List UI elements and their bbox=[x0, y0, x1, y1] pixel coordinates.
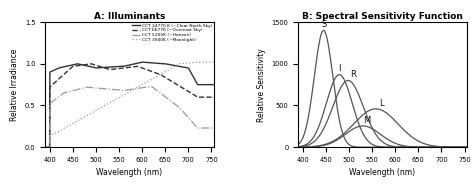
CCT 3940K (~Moonlight) bbox=[171, 66, 176, 68]
X-axis label: Wavelength (nm): Wavelength (nm) bbox=[349, 169, 416, 178]
CCT 24770 K (~Clear North Sky) bbox=[37, 146, 43, 148]
CCT 5205K (~Horizon) bbox=[148, 85, 154, 87]
Title: B: Spectral Sensitivity Function: B: Spectral Sensitivity Function bbox=[302, 12, 463, 21]
Text: S: S bbox=[322, 20, 327, 29]
CCT 5205K (~Horizon) bbox=[171, 102, 177, 104]
Text: R: R bbox=[350, 70, 356, 79]
Text: I: I bbox=[338, 64, 340, 73]
CCT 3940K (~Moonlight) bbox=[213, 61, 219, 63]
CCT 6677K (~Overcast Sky) bbox=[150, 71, 155, 73]
CCT 3940K (~Moonlight) bbox=[144, 81, 150, 83]
Y-axis label: Relative Sensitivity: Relative Sensitivity bbox=[257, 48, 266, 121]
Text: L: L bbox=[379, 99, 383, 108]
CCT 5205K (~Horizon) bbox=[139, 86, 145, 89]
Line: CCT 24770 K (~Clear North Sky): CCT 24770 K (~Clear North Sky) bbox=[40, 62, 216, 147]
CCT 24770 K (~Clear North Sky) bbox=[139, 61, 145, 63]
CCT 24770 K (~Clear North Sky) bbox=[171, 64, 177, 66]
CCT 5205K (~Horizon) bbox=[48, 102, 54, 104]
CCT 24770 K (~Clear North Sky) bbox=[145, 61, 150, 64]
Line: CCT 6677K (~Overcast Sky): CCT 6677K (~Overcast Sky) bbox=[40, 64, 216, 147]
CCT 24770 K (~Clear North Sky) bbox=[48, 70, 54, 72]
CCT 6677K (~Overcast Sky) bbox=[145, 69, 150, 71]
CCT 5205K (~Horizon) bbox=[144, 86, 150, 88]
CCT 3940K (~Moonlight) bbox=[189, 61, 194, 64]
CCT 6677K (~Overcast Sky) bbox=[48, 85, 54, 87]
CCT 5205K (~Horizon) bbox=[189, 121, 195, 123]
X-axis label: Wavelength (nm): Wavelength (nm) bbox=[96, 169, 163, 178]
CCT 6677K (~Overcast Sky) bbox=[171, 82, 177, 84]
Y-axis label: Relative Irradiance: Relative Irradiance bbox=[10, 48, 19, 121]
CCT 6677K (~Overcast Sky) bbox=[37, 146, 43, 148]
Text: M: M bbox=[363, 116, 370, 125]
Line: CCT 3940K (~Moonlight): CCT 3940K (~Moonlight) bbox=[40, 62, 216, 147]
CCT 3940K (~Moonlight) bbox=[149, 78, 155, 80]
CCT 24770 K (~Clear North Sky) bbox=[213, 84, 219, 86]
CCT 5205K (~Horizon) bbox=[150, 86, 155, 88]
CCT 24770 K (~Clear North Sky) bbox=[140, 61, 146, 63]
CCT 3940K (~Moonlight) bbox=[48, 134, 54, 136]
Line: CCT 5205K (~Horizon): CCT 5205K (~Horizon) bbox=[40, 86, 216, 147]
CCT 3940K (~Moonlight) bbox=[37, 146, 43, 148]
Title: A: Illuminants: A: Illuminants bbox=[94, 12, 165, 21]
CCT 3940K (~Moonlight) bbox=[195, 61, 201, 63]
CCT 6677K (~Overcast Sky) bbox=[189, 92, 195, 95]
CCT 5205K (~Horizon) bbox=[37, 146, 43, 148]
CCT 5205K (~Horizon) bbox=[213, 127, 219, 129]
CCT 24770 K (~Clear North Sky) bbox=[189, 73, 195, 75]
Legend: CCT 24770 K (~Clear North Sky), CCT 6677K (~Overcast Sky), CCT 5205K (~Horizon),: CCT 24770 K (~Clear North Sky), CCT 6677… bbox=[132, 23, 212, 42]
CCT 6677K (~Overcast Sky) bbox=[140, 67, 146, 69]
CCT 24770 K (~Clear North Sky) bbox=[150, 62, 155, 64]
CCT 3940K (~Moonlight) bbox=[139, 83, 145, 86]
CCT 6677K (~Overcast Sky) bbox=[213, 96, 219, 98]
CCT 6677K (~Overcast Sky) bbox=[88, 63, 94, 65]
